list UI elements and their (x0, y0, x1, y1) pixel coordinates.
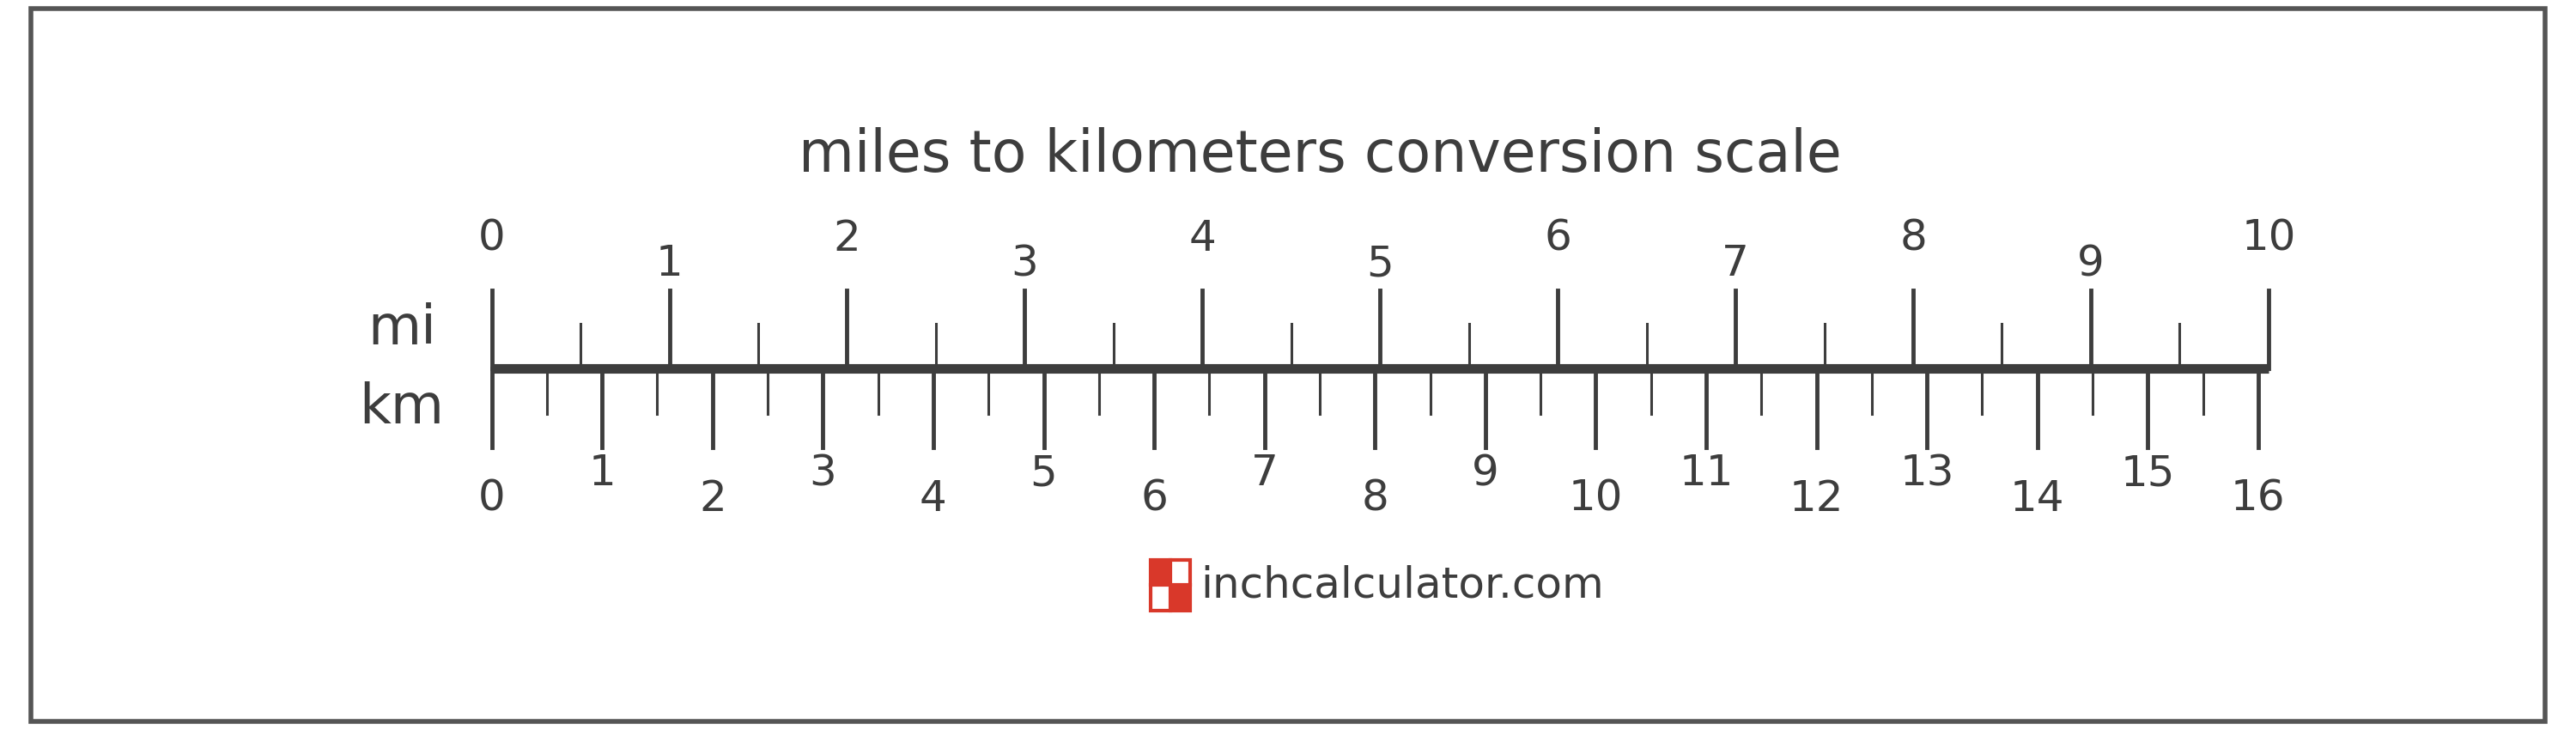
Text: 7: 7 (1721, 243, 1749, 285)
Bar (1151, 560, 1190, 610)
Text: 6: 6 (1543, 218, 1571, 259)
Text: 2: 2 (835, 218, 860, 259)
Text: 9: 9 (1471, 453, 1499, 494)
Text: 5: 5 (1365, 243, 1394, 285)
Text: mi: mi (368, 303, 435, 356)
Text: 10: 10 (1569, 478, 1623, 520)
Text: 3: 3 (809, 453, 837, 494)
Text: 16: 16 (2231, 478, 2285, 520)
Text: 12: 12 (1790, 478, 1844, 520)
Text: 3: 3 (1012, 243, 1038, 285)
Text: 11: 11 (1680, 453, 1734, 494)
Text: 14: 14 (2009, 478, 2063, 520)
Text: 8: 8 (1360, 478, 1388, 520)
Text: 5: 5 (1030, 453, 1056, 494)
Text: 9: 9 (2076, 243, 2105, 285)
Text: 4: 4 (1188, 218, 1216, 259)
Text: 2: 2 (698, 478, 726, 520)
Bar (1151, 560, 1170, 585)
Bar (1170, 585, 1190, 610)
Text: inchcalculator.com: inchcalculator.com (1200, 564, 1605, 606)
Text: 6: 6 (1141, 478, 1167, 520)
Text: 10: 10 (2241, 218, 2295, 259)
Text: 1: 1 (587, 453, 616, 494)
Text: 15: 15 (2120, 453, 2174, 494)
Text: 0: 0 (479, 218, 505, 259)
Text: 4: 4 (920, 478, 948, 520)
Text: 8: 8 (1899, 218, 1927, 259)
Text: km: km (358, 381, 443, 434)
Text: miles to kilometers conversion scale: miles to kilometers conversion scale (799, 127, 1842, 183)
Text: 7: 7 (1252, 453, 1278, 494)
Text: 13: 13 (1899, 453, 1955, 494)
Text: 0: 0 (479, 478, 505, 520)
Text: 1: 1 (657, 243, 683, 285)
